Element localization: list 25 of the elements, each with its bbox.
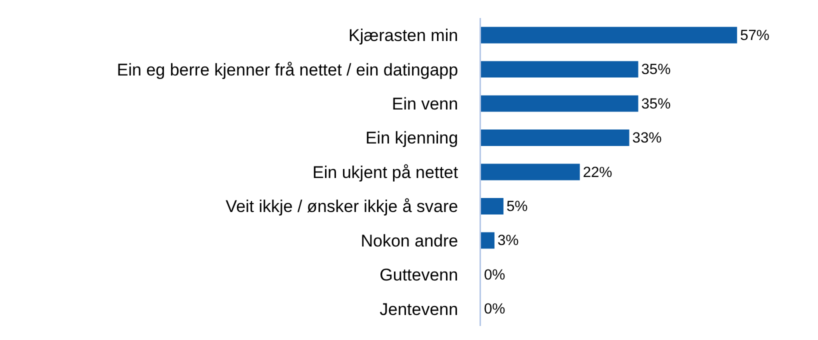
bar [481, 130, 630, 146]
y-tick-label: Guttevenn [380, 266, 458, 285]
bar [481, 198, 504, 214]
bar [481, 164, 580, 180]
y-tick-label: Ein eg berre kjenner frå nettet / ein datingapp [116, 60, 458, 80]
bar [481, 26, 738, 44]
bar [481, 232, 494, 249]
bar [481, 61, 638, 78]
data-label: 35% [641, 62, 671, 78]
data-label: 35% [641, 96, 671, 112]
y-tick-label: Ein ukjent på nettet [312, 162, 458, 182]
y-tick-label: Jentevenn [380, 300, 458, 319]
data-label: 0% [484, 302, 506, 318]
bar [481, 95, 638, 112]
data-label: 57% [740, 28, 770, 44]
y-tick-label: Kjærasten min [348, 26, 458, 46]
y-tick-label: Ein kjenning [365, 128, 458, 148]
data-label: 3% [497, 233, 519, 250]
data-label: 33% [632, 130, 662, 147]
data-label: 22% [582, 164, 612, 181]
y-tick-label: Nokon andre [360, 231, 458, 250]
y-tick-label: Veit ikkje / ønsker ikkje å svare [226, 197, 458, 216]
data-label: 5% [506, 198, 528, 215]
data-label: 0% [484, 267, 506, 284]
y-tick-label: Ein venn [392, 94, 458, 114]
